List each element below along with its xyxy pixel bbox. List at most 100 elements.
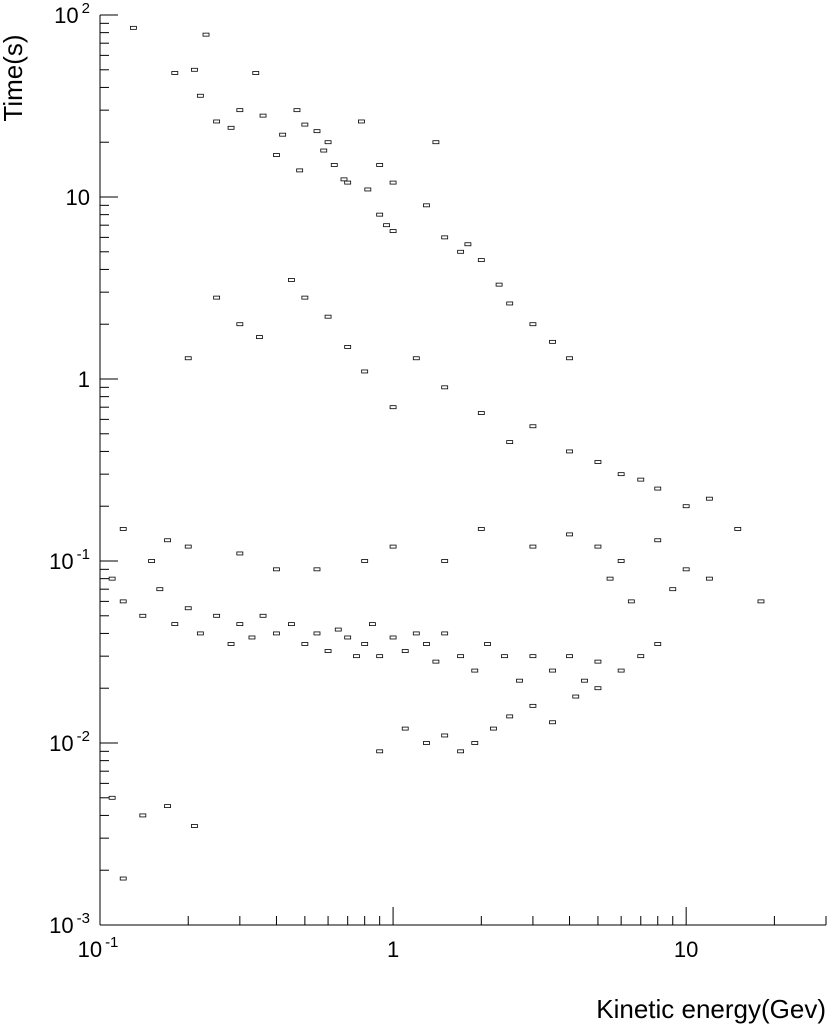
data-box (361, 559, 369, 563)
data-box (594, 686, 602, 691)
data-box (320, 148, 328, 153)
x-tick-label: 1 (387, 937, 399, 962)
x-tick-label: 10 (674, 937, 698, 962)
data-box (441, 385, 449, 390)
data-box (227, 642, 235, 646)
data-box (236, 551, 244, 556)
data-box (139, 613, 147, 618)
data-box (389, 405, 397, 410)
data-box (324, 649, 332, 653)
y-axis-title: Time(s) (0, 34, 28, 121)
data-box (279, 132, 287, 137)
data-box (495, 282, 503, 287)
y-tick-label: 10 -2 (49, 728, 90, 756)
data-box (617, 472, 625, 477)
data-box (477, 411, 485, 415)
data-box (389, 635, 397, 640)
data-box (432, 140, 440, 145)
data-box (423, 642, 430, 646)
data-box (344, 635, 352, 640)
data-box (248, 635, 256, 640)
data-box (301, 122, 309, 127)
data-box (484, 642, 491, 646)
data-box (682, 504, 690, 509)
data-box (734, 527, 742, 531)
data-box (432, 659, 440, 664)
data-box (389, 180, 397, 185)
data-box (516, 678, 523, 683)
data-box (301, 642, 309, 646)
data-box (441, 631, 449, 636)
data-box (213, 119, 221, 124)
data-box (288, 278, 295, 282)
data-box (164, 538, 171, 543)
data-box (196, 93, 204, 98)
data-box (324, 314, 332, 319)
data-box (669, 587, 677, 592)
data-box (364, 187, 372, 192)
data-box (477, 527, 485, 531)
y-tick-label: 10 (66, 185, 90, 210)
data-box (340, 177, 348, 182)
data-box (594, 460, 602, 464)
data-box (506, 301, 514, 306)
data-box (412, 631, 420, 636)
data-box (108, 795, 116, 800)
data-box (529, 544, 537, 549)
data-box (129, 25, 137, 30)
data-box (654, 642, 662, 646)
data-box (529, 654, 537, 659)
data-box (529, 424, 537, 429)
data-box (376, 163, 384, 167)
data-box (184, 356, 192, 361)
data-box (213, 295, 221, 300)
data-box (423, 741, 430, 745)
data-box (119, 599, 127, 604)
data-box (376, 749, 384, 754)
data-box (617, 668, 625, 673)
data-box (471, 741, 479, 745)
data-box (457, 654, 465, 659)
y-tick-label: 1 (78, 367, 90, 392)
data-box (637, 477, 645, 482)
data-box (184, 606, 192, 611)
data-box (313, 631, 321, 636)
data-box (490, 726, 497, 731)
data-box (617, 559, 625, 563)
data-box (654, 538, 662, 543)
data-box (389, 544, 397, 549)
data-box (358, 119, 365, 124)
data-box (529, 322, 537, 327)
data-box (654, 486, 662, 491)
data-box (606, 576, 614, 581)
data-box (171, 622, 179, 627)
data-box (566, 449, 573, 454)
data-box (301, 295, 309, 300)
data-box (191, 67, 198, 72)
data-box (441, 733, 449, 738)
data-box (457, 249, 465, 254)
data-box (549, 668, 556, 673)
data-box (627, 599, 635, 604)
data-box (549, 339, 556, 344)
data-box (273, 631, 280, 636)
data-box (184, 544, 192, 549)
data-box (344, 345, 352, 349)
y-tick-label: 10 -3 (49, 910, 90, 938)
data-box (581, 678, 588, 683)
data-box (236, 322, 244, 327)
chart-tick-labels: 10 -1 1 10 10-3 10-2 10 -1 1 10 10 2 (49, 0, 698, 962)
data-box (464, 242, 472, 247)
data-box (119, 527, 127, 531)
data-box (296, 168, 304, 173)
data-box (594, 544, 602, 549)
data-box (293, 108, 301, 113)
y-tick-label: 10 -1 (49, 546, 90, 574)
data-box (361, 369, 369, 374)
data-box (682, 567, 690, 572)
data-box (330, 163, 338, 167)
data-box (501, 654, 508, 659)
data-box (164, 804, 171, 809)
data-box (594, 659, 602, 664)
data-box (401, 649, 409, 653)
